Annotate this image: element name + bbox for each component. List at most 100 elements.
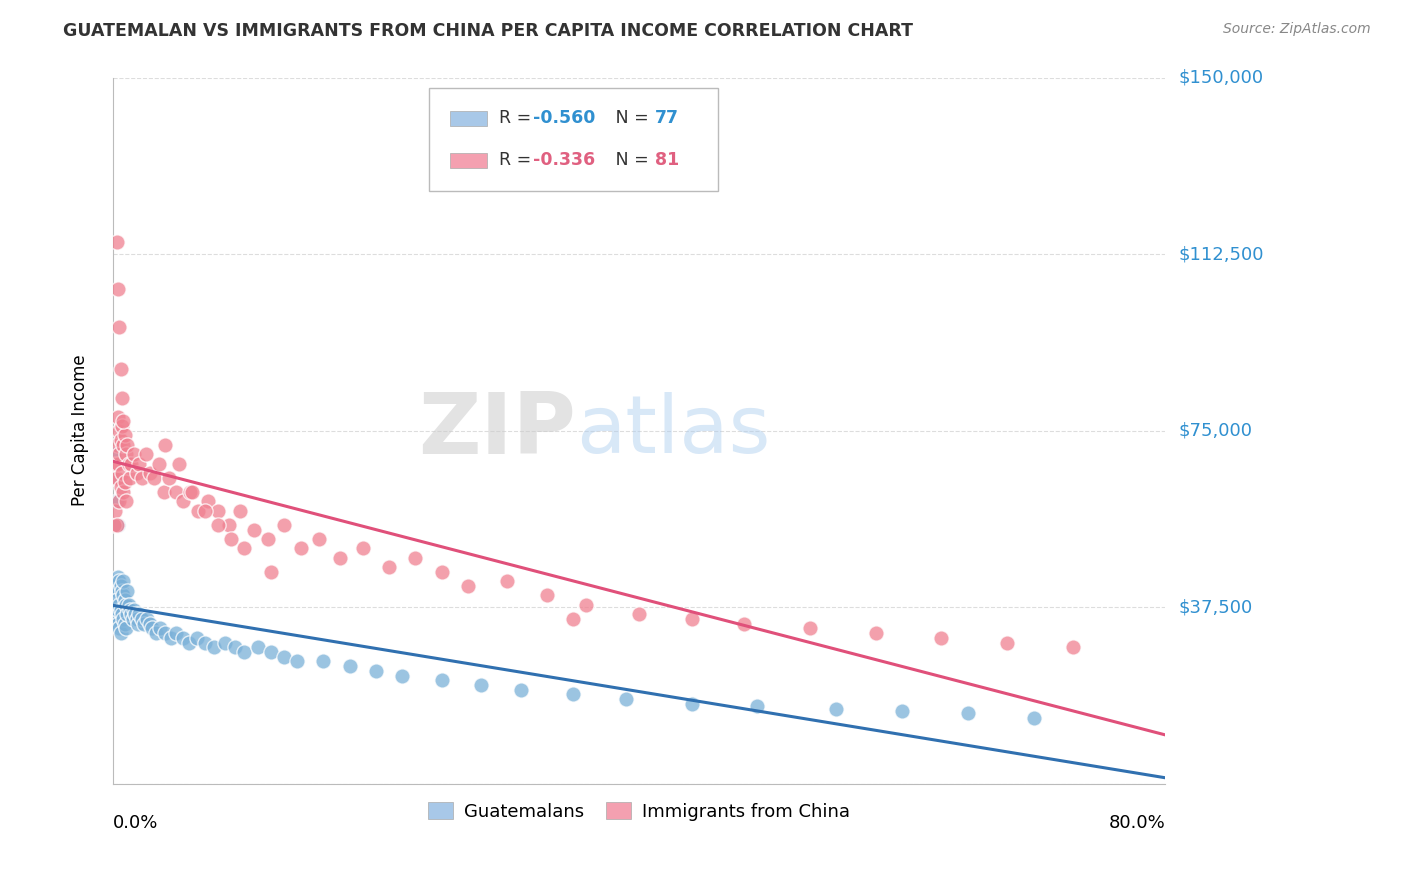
Legend: Guatemalans, Immigrants from China: Guatemalans, Immigrants from China	[420, 795, 858, 828]
Point	[114, 428, 136, 442]
Point	[115, 622, 138, 636]
Point	[118, 471, 141, 485]
Point	[114, 616, 136, 631]
Point	[224, 640, 246, 655]
Point	[121, 612, 143, 626]
Point	[155, 626, 177, 640]
Point	[229, 504, 252, 518]
Point	[260, 645, 283, 659]
Y-axis label: Per Capita Income: Per Capita Income	[72, 355, 89, 507]
Point	[145, 626, 167, 640]
Point	[430, 565, 453, 579]
Point	[125, 612, 148, 626]
Point	[118, 602, 141, 616]
Point	[179, 484, 201, 499]
Point	[218, 517, 240, 532]
Point	[110, 579, 132, 593]
Point	[117, 438, 139, 452]
Point	[207, 504, 229, 518]
Point	[108, 447, 131, 461]
Text: 77: 77	[655, 110, 679, 128]
Point	[194, 504, 217, 518]
Point	[117, 607, 139, 622]
Point	[509, 682, 531, 697]
Point	[135, 447, 157, 461]
Point	[260, 565, 283, 579]
Point	[104, 471, 127, 485]
Text: 80.0%: 80.0%	[1108, 814, 1166, 832]
Point	[214, 635, 236, 649]
Point	[378, 560, 401, 574]
Point	[329, 550, 352, 565]
Point	[105, 593, 128, 607]
Point	[104, 607, 127, 622]
Point	[995, 635, 1018, 649]
Point	[562, 687, 585, 701]
Point	[285, 654, 308, 668]
Point	[117, 457, 139, 471]
Text: GUATEMALAN VS IMMIGRANTS FROM CHINA PER CAPITA INCOME CORRELATION CHART: GUATEMALAN VS IMMIGRANTS FROM CHINA PER …	[63, 22, 914, 40]
Point	[122, 602, 145, 616]
Point	[108, 598, 131, 612]
Point	[233, 541, 256, 556]
Point	[1062, 640, 1084, 655]
Point	[496, 574, 519, 589]
Text: Source: ZipAtlas.com: Source: ZipAtlas.com	[1223, 22, 1371, 37]
Point	[115, 494, 138, 508]
Point	[153, 484, 176, 499]
Point	[120, 457, 142, 471]
Point	[105, 583, 128, 598]
Point	[179, 635, 201, 649]
Point	[404, 550, 426, 565]
Point	[681, 697, 703, 711]
Point	[114, 475, 136, 490]
Point	[202, 640, 225, 655]
Point	[149, 622, 172, 636]
Point	[105, 517, 128, 532]
Point	[112, 612, 135, 626]
Point	[308, 532, 330, 546]
Point	[103, 447, 125, 461]
Point	[120, 607, 142, 622]
Point	[931, 631, 953, 645]
Point	[107, 602, 129, 616]
Point	[187, 504, 209, 518]
Point	[107, 282, 129, 296]
Text: R =: R =	[499, 152, 537, 169]
Point	[165, 484, 187, 499]
Text: 0.0%: 0.0%	[112, 814, 159, 832]
Point	[105, 438, 128, 452]
Point	[110, 626, 132, 640]
Text: N =: N =	[599, 152, 654, 169]
Point	[105, 471, 128, 485]
Point	[108, 494, 131, 508]
Point	[111, 607, 134, 622]
Point	[167, 457, 190, 471]
Point	[128, 457, 150, 471]
Point	[207, 517, 229, 532]
Point	[747, 699, 769, 714]
Point	[114, 593, 136, 607]
Point	[138, 466, 160, 480]
Point	[111, 419, 134, 434]
Point	[104, 457, 127, 471]
Point	[110, 480, 132, 494]
Text: $37,500: $37,500	[1180, 599, 1253, 616]
Point	[108, 574, 131, 589]
Point	[290, 541, 312, 556]
Point	[391, 668, 413, 682]
Point	[112, 414, 135, 428]
Point	[108, 424, 131, 438]
Point	[155, 438, 177, 452]
Point	[105, 235, 128, 250]
Point	[1022, 711, 1045, 725]
Point	[364, 664, 387, 678]
Point	[112, 574, 135, 589]
Point	[681, 612, 703, 626]
Point	[138, 616, 160, 631]
Point	[142, 471, 165, 485]
FancyBboxPatch shape	[450, 111, 486, 126]
Point	[180, 484, 202, 499]
Point	[536, 589, 558, 603]
Point	[148, 457, 170, 471]
